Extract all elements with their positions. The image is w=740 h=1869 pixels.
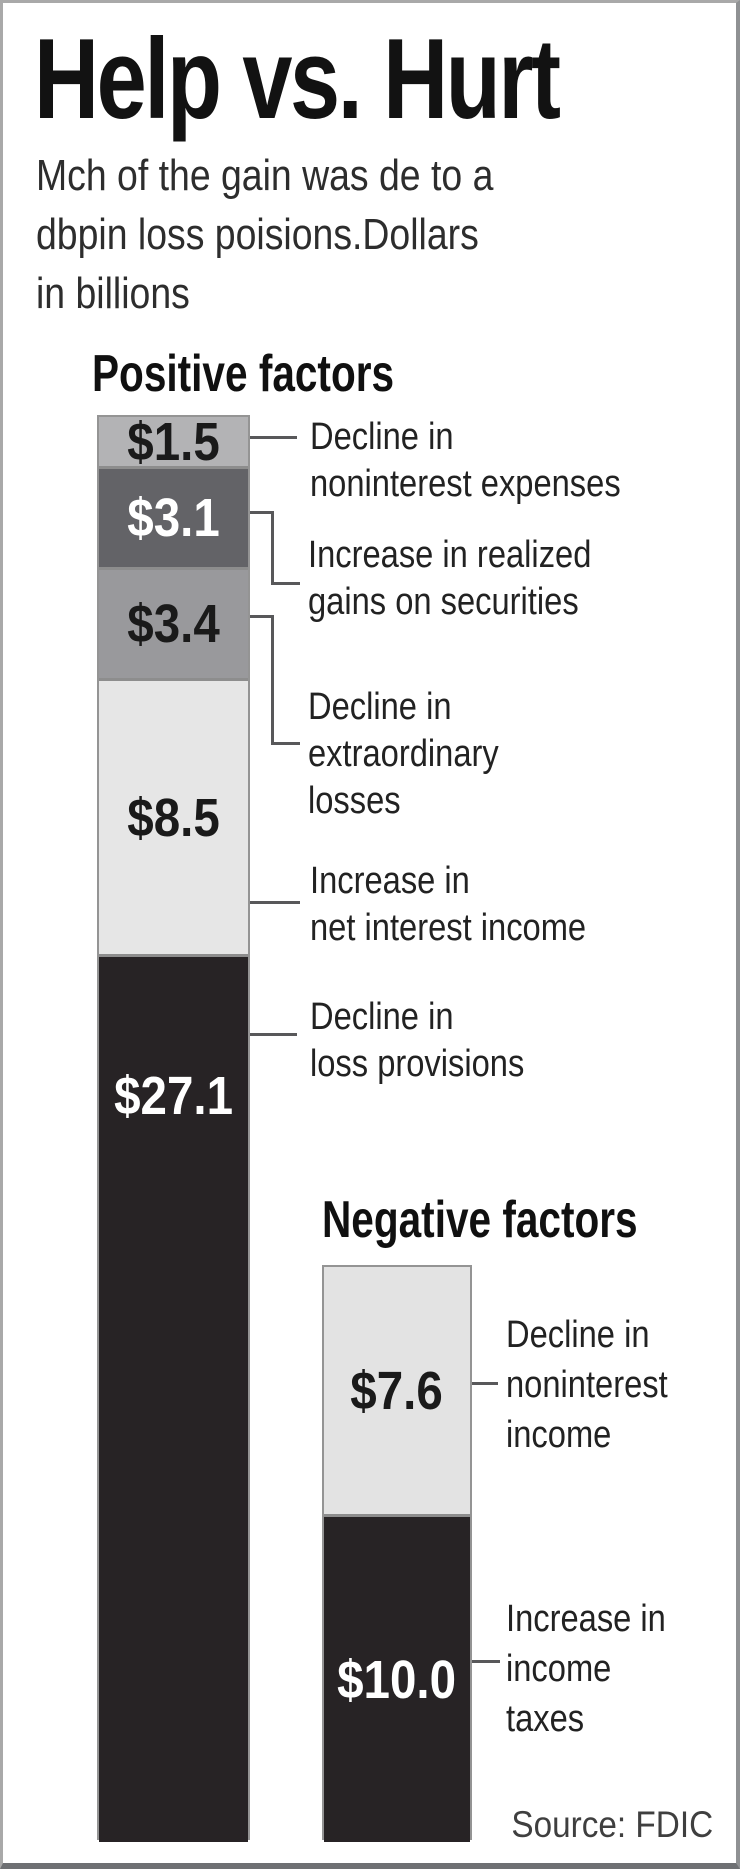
bar-segment-net-interest-income: $8.5: [99, 678, 248, 954]
label-line: taxes: [506, 1698, 585, 1740]
subtitle-line: in billions: [36, 269, 190, 318]
segment-value: $3.1: [127, 488, 220, 548]
segment-value: $10.0: [337, 1649, 457, 1710]
negative-section-heading: Negative factors: [322, 1191, 638, 1249]
segment-value: $27.1: [114, 1066, 233, 1126]
label-line: Decline in: [506, 1314, 650, 1356]
bar-segment-realized-gains: $3.1: [99, 466, 248, 567]
connector-line: [271, 582, 300, 585]
subtitle-line: dbpin loss poisions.Dollars: [36, 210, 479, 259]
chart-title: Help vs. Hurt: [34, 16, 561, 143]
positive-section-heading: Positive factors: [92, 345, 395, 403]
connector-line: [472, 1382, 498, 1385]
label-line: noninterest expenses: [310, 463, 621, 505]
segment-label: Decline in noninterest income: [506, 1310, 668, 1460]
bar-segment-loss-provisions: $27.1: [99, 954, 248, 1842]
label-line: Increase in realized: [308, 534, 592, 576]
source-credit: Source: FDIC: [511, 1804, 713, 1845]
label-line: losses: [308, 780, 401, 822]
bar-segment-decline-noninterest-income: $7.6: [324, 1267, 470, 1514]
connector-line: [472, 1660, 500, 1663]
label-line: Decline in: [310, 416, 454, 458]
label-line: noninterest: [506, 1364, 668, 1406]
segment-value: $8.5: [127, 787, 220, 848]
bar-segment-income-taxes: $10.0: [324, 1514, 470, 1842]
label-line: income: [506, 1648, 612, 1690]
connector-line: [271, 615, 274, 745]
label-line: Decline in: [310, 996, 454, 1038]
connector-line: [271, 511, 274, 585]
connector-line: [250, 511, 274, 514]
label-line: gains on securities: [308, 581, 579, 623]
segment-label: Decline in extraordinary losses: [308, 684, 499, 825]
label-line: extraordinary: [308, 733, 499, 775]
label-line: loss provisions: [310, 1043, 525, 1085]
label-line: Decline in: [308, 686, 452, 728]
segment-label: Increase in net interest income: [310, 858, 586, 952]
segment-value: $7.6: [350, 1360, 444, 1421]
positive-stacked-bar: $1.5 $3.1 $3.4 $8.5 $27.1: [97, 411, 250, 1842]
connector-line: [250, 901, 300, 904]
negative-stacked-bar: $7.6 $10.0: [322, 1265, 472, 1842]
segment-label: Decline in noninterest expenses: [310, 414, 621, 508]
segment-label: Decline in loss provisions: [310, 994, 524, 1088]
bar-segment-decline-noninterest-expenses: $1.5: [99, 411, 248, 472]
label-line: income: [506, 1414, 612, 1456]
connector-line: [250, 1033, 297, 1036]
segment-label: Increase in realized gains on securities: [308, 532, 591, 626]
subtitle-line: Mch of the gain was de to a: [36, 151, 494, 200]
segment-value: $1.5: [127, 411, 220, 472]
bar-segment-extraordinary-losses: $3.4: [99, 567, 248, 678]
connector-line: [250, 436, 297, 439]
label-line: Increase in: [310, 860, 470, 902]
connector-line: [271, 742, 300, 745]
segment-label: Increase in income taxes: [506, 1594, 666, 1744]
segment-value: $3.4: [127, 594, 220, 654]
connector-line: [250, 615, 274, 618]
chart-subtitle: Mch of the gain was de to a dbpin loss p…: [36, 146, 493, 323]
label-line: net interest income: [310, 907, 587, 949]
label-line: Increase in: [506, 1598, 666, 1640]
